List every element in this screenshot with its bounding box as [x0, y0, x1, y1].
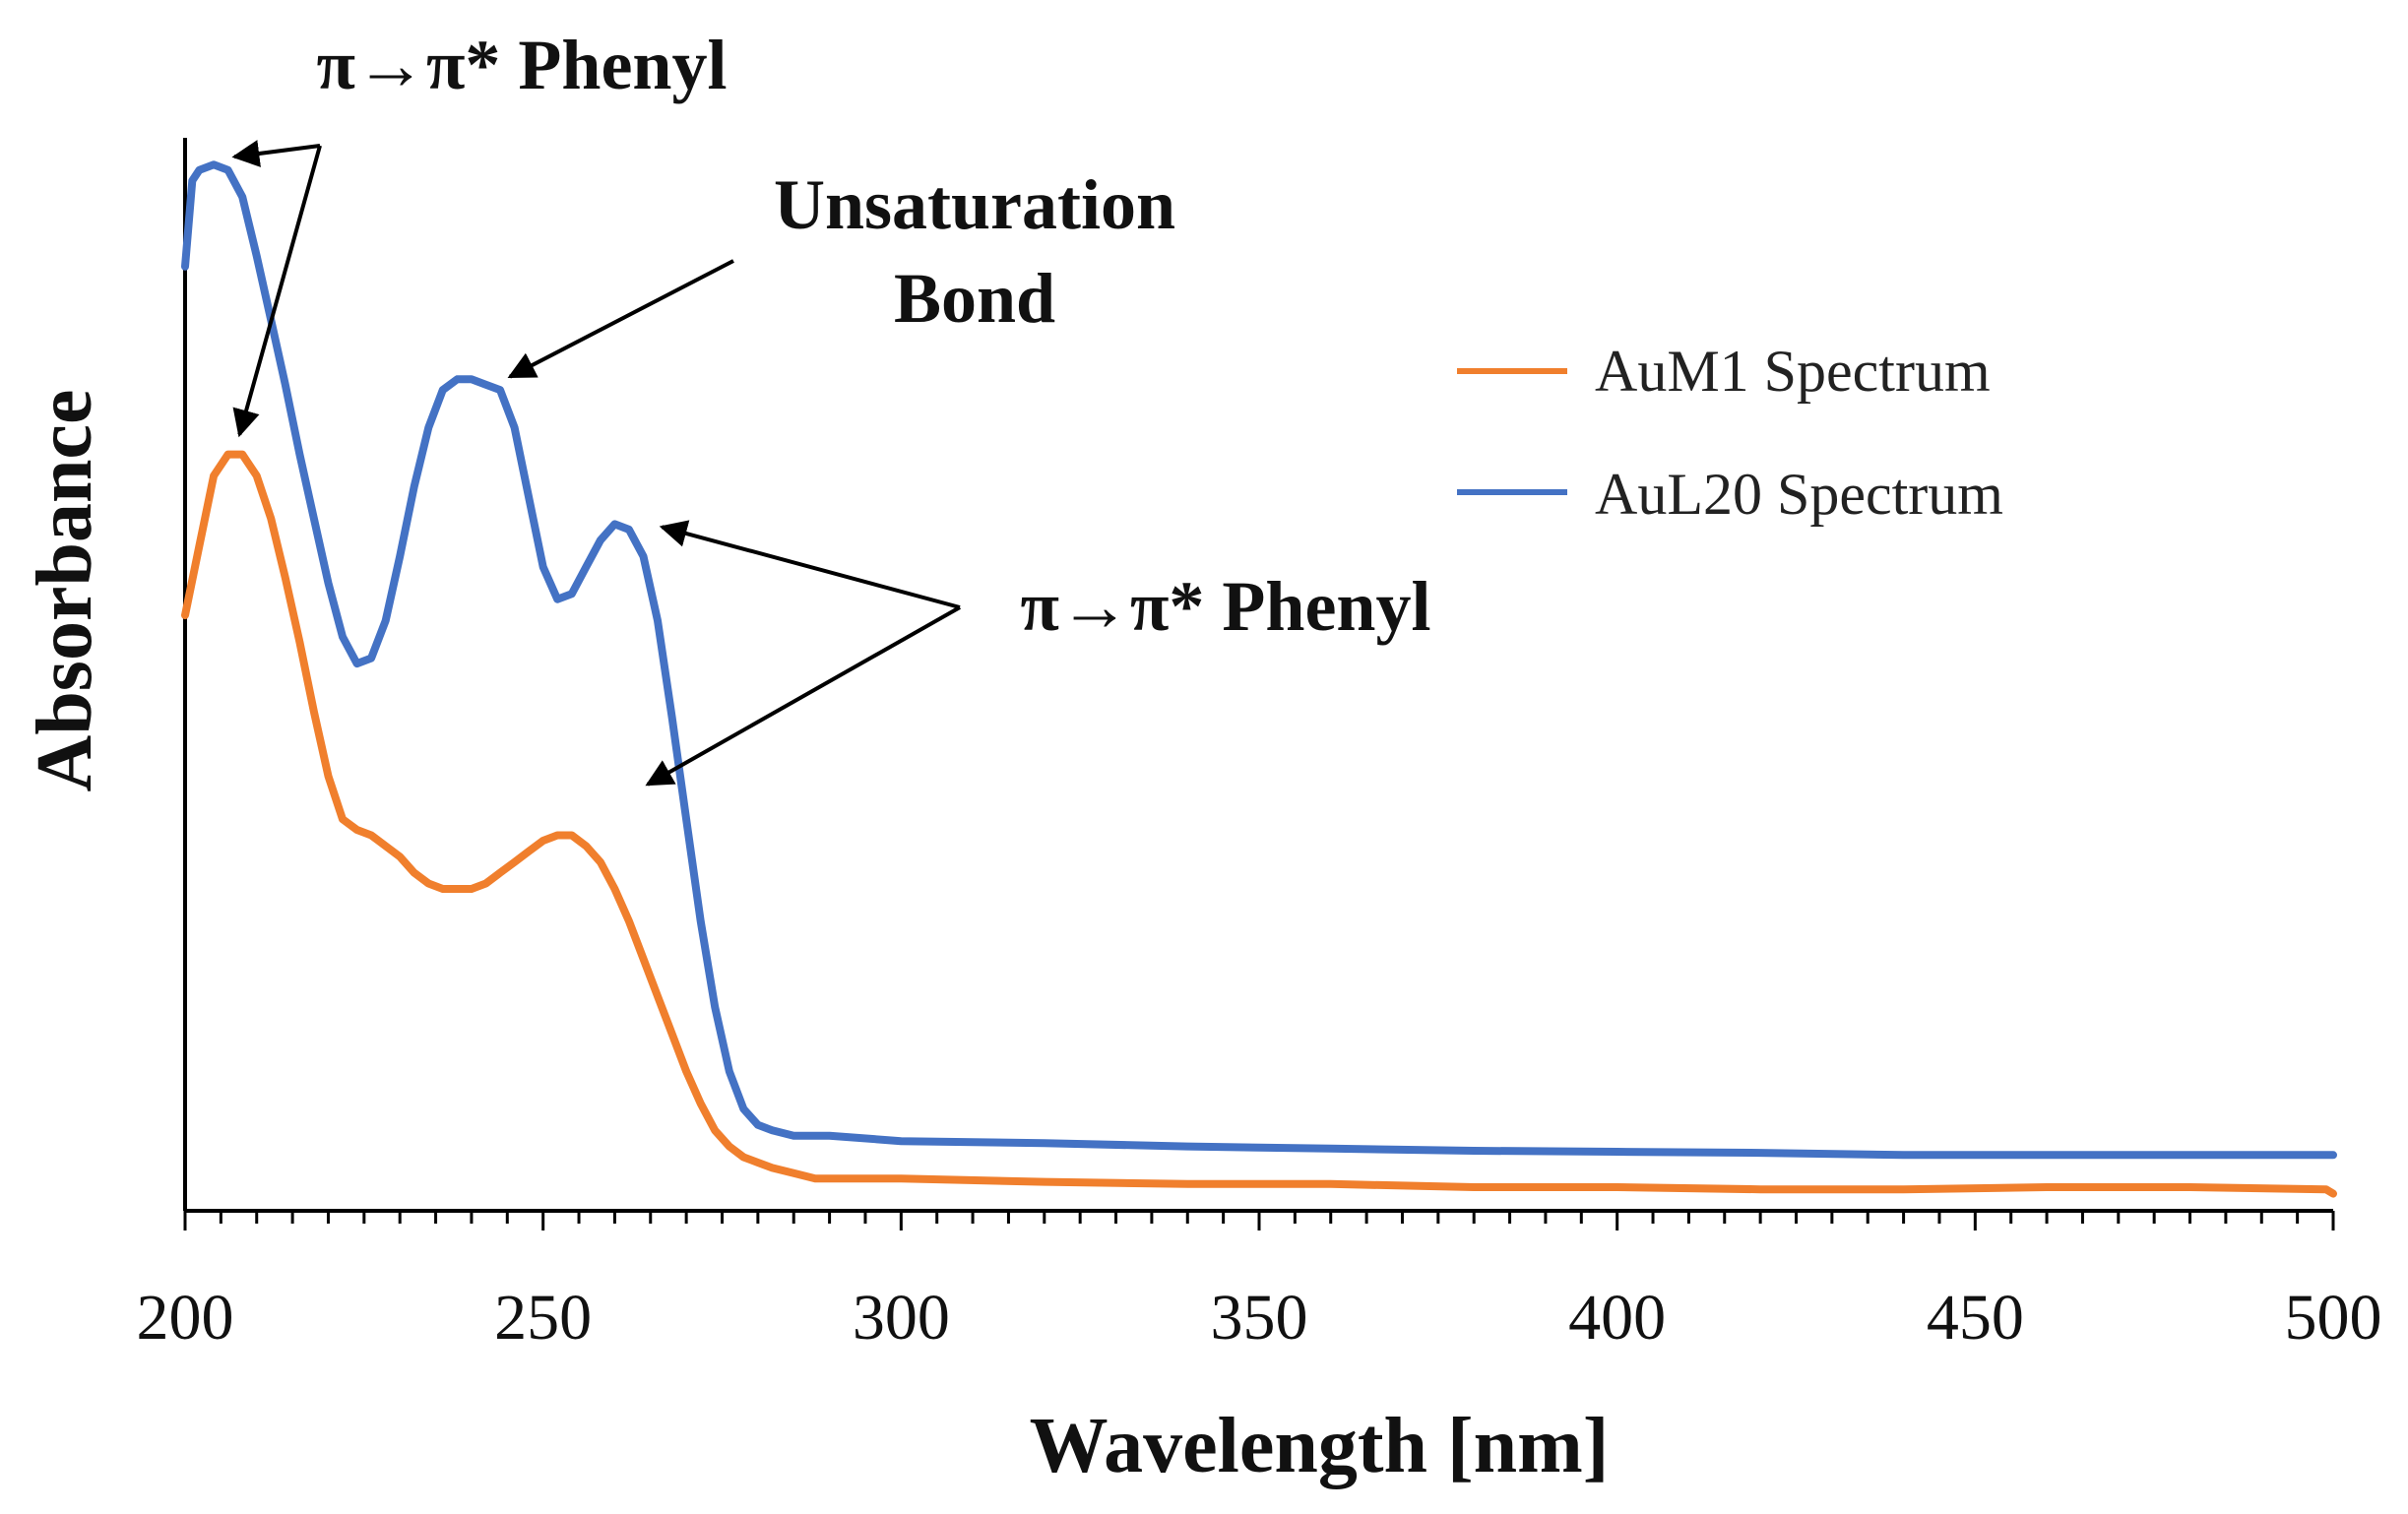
y-axis-title: Absorbance	[22, 390, 108, 792]
series-layer	[181, 160, 2337, 1198]
annotation-arrow	[645, 605, 961, 787]
legend: AuM1 Spectrum AuL20 Spectrum	[1457, 339, 2003, 527]
x-tick-label: 400	[1568, 1282, 1666, 1354]
series-line-aum1	[181, 450, 2337, 1198]
axes	[183, 138, 2333, 1213]
x-tick-label: 200	[137, 1282, 234, 1354]
x-tick-label: 250	[494, 1282, 592, 1354]
annotation-layer: π→π* Phenyl Unsaturation Bond π→π* Phenyl	[231, 26, 1431, 787]
legend-label-aum1: AuM1 Spectrum	[1595, 339, 1991, 404]
annotation-label: π→π* Phenyl	[317, 26, 728, 104]
legend-label-aul20: AuL20 Spectrum	[1595, 462, 2003, 527]
x-axis-ticks: 200 250 300 350 400 450 500	[137, 1211, 2382, 1354]
x-tick-label: 500	[2285, 1282, 2382, 1354]
annotation-label: Unsaturation	[774, 165, 1175, 244]
annotation-arrow	[231, 140, 321, 167]
annotation-label: Bond	[894, 259, 1055, 338]
x-tick-label: 300	[853, 1282, 950, 1354]
x-tick-label: 450	[1927, 1282, 2024, 1354]
x-tick-label: 350	[1211, 1282, 1308, 1354]
x-axis-title: Wavelength [nm]	[1030, 1403, 1610, 1489]
annotation-arrow	[232, 145, 322, 438]
annotation-label: π→π* Phenyl	[1021, 567, 1431, 646]
annotation-arrow	[507, 259, 734, 379]
series-line-aul20	[181, 160, 2337, 1160]
annotation-arrow	[659, 520, 961, 609]
